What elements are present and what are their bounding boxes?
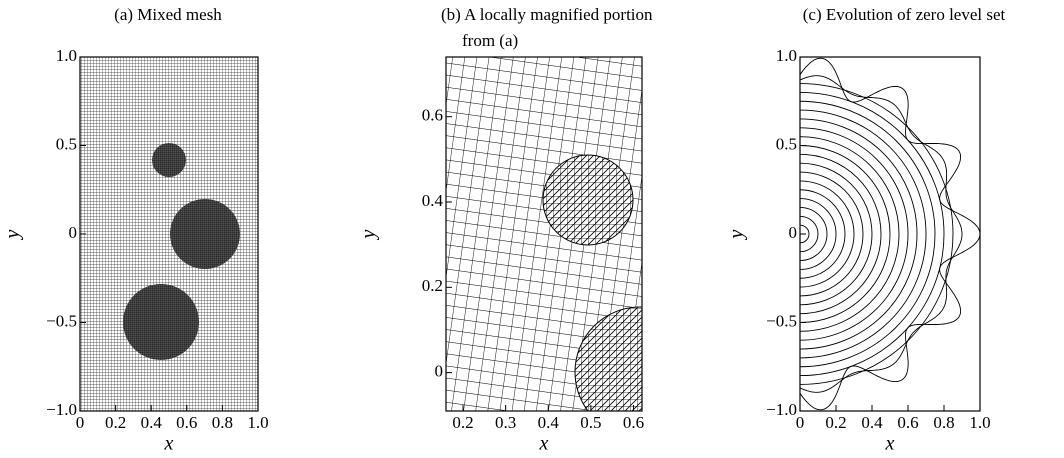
x-tick-label: 0.2 (105, 413, 126, 432)
y-tick-label: −1.0 (766, 400, 797, 419)
x-tick-label: 0.5 (580, 413, 601, 432)
x-tick-label: 1.0 (247, 413, 268, 432)
plot-area (446, 57, 642, 411)
x-tick-label: 0.2 (825, 413, 846, 432)
level-set (800, 198, 837, 270)
refined-region (542, 154, 634, 246)
panel-title: (b) A locally magnified portion (441, 5, 653, 24)
level-set (800, 109, 927, 359)
level-set (800, 118, 918, 350)
x-tick-label: 0.4 (538, 413, 560, 432)
x-axis-label: x (539, 433, 549, 455)
refined-region (574, 306, 642, 411)
x-tick-label: 0.3 (495, 413, 516, 432)
y-tick-label: 1.0 (56, 46, 77, 65)
y-tick-label: −0.5 (46, 311, 77, 330)
y-tick-label: 0 (789, 223, 798, 242)
level-set (800, 162, 873, 306)
level-set (800, 75, 963, 393)
y-axis-label: y (358, 229, 380, 240)
y-tick-label: −0.5 (766, 311, 797, 330)
y-tick-label: 0 (435, 362, 444, 381)
y-tick-label: 0.6 (422, 106, 443, 125)
level-set (800, 91, 945, 377)
x-tick-label: 0.4 (141, 413, 163, 432)
level-set (800, 171, 864, 297)
axes-frame (445, 56, 643, 412)
level-set (800, 100, 936, 368)
x-tick-label: 0 (796, 413, 805, 432)
level-set (800, 83, 954, 385)
y-tick-label: 0 (69, 223, 78, 242)
level-set (800, 180, 855, 288)
refined-region (170, 199, 240, 269)
y-tick-label: 1.0 (776, 46, 797, 65)
x-tick-label: 1.0 (969, 413, 990, 432)
x-axis-label: x (885, 433, 895, 455)
x-tick-label: 0.2 (452, 413, 473, 432)
y-axis-label: y (726, 229, 748, 240)
y-tick-label: 0.5 (776, 134, 797, 153)
y-tick-label: −1.0 (46, 400, 77, 419)
x-tick-label: 0.8 (933, 413, 954, 432)
level-set (800, 189, 846, 279)
plot-area (80, 57, 258, 411)
level-set (800, 207, 828, 261)
level-set (800, 57, 980, 411)
level-set (800, 224, 810, 244)
refined-region (152, 143, 186, 177)
level-set (800, 153, 882, 315)
level-set (800, 127, 909, 341)
y-axis-label: y (2, 229, 24, 240)
x-tick-label: 0 (76, 413, 85, 432)
x-axis-label: x (164, 433, 174, 455)
x-tick-label: 0.8 (212, 413, 233, 432)
panel-title: from (a) (462, 31, 518, 50)
level-set (800, 145, 891, 323)
plot-area (800, 57, 980, 411)
x-tick-label: 0.6 (897, 413, 918, 432)
y-tick-label: 0.5 (56, 134, 77, 153)
y-tick-label: 0.2 (422, 276, 443, 295)
x-tick-label: 0.4 (861, 413, 883, 432)
refined-region (123, 284, 199, 360)
x-tick-label: 0.6 (623, 413, 644, 432)
y-tick-label: 0.4 (422, 191, 444, 210)
level-set (800, 215, 819, 253)
x-tick-label: 0.6 (176, 413, 197, 432)
panel-title: (a) Mixed mesh (114, 5, 222, 24)
level-set (800, 136, 900, 332)
panel-title: (c) Evolution of zero level set (803, 5, 1006, 24)
